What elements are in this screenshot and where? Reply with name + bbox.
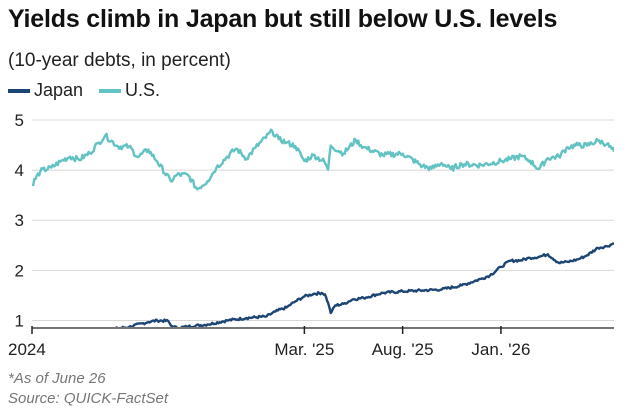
y-tick-label-3: 3 bbox=[15, 211, 24, 230]
y-tick-label-4: 4 bbox=[15, 161, 24, 180]
x-tick-label-1: Mar. '25 bbox=[274, 340, 334, 359]
x-tick-label-0: 2024 bbox=[8, 340, 46, 359]
x-tick-label-2: Aug. '25 bbox=[372, 340, 434, 359]
chart-title: Yields climb in Japan but still below U.… bbox=[8, 5, 558, 33]
legend-item-japan: Japan bbox=[8, 80, 83, 101]
y-tick-label-2: 2 bbox=[15, 261, 24, 280]
footnote: *As of June 26 bbox=[8, 370, 106, 387]
y-tick-label-1: 1 bbox=[15, 311, 24, 330]
y-tick-label-5: 5 bbox=[15, 111, 24, 130]
chart-subtitle: (10-year debts, in percent) bbox=[8, 50, 231, 71]
legend-swatch-japan bbox=[8, 88, 30, 93]
japan-series-line bbox=[115, 242, 614, 327]
line-chart: 1 2 3 4 5 2024 Mar. '25 Aug. '25 Jan. '26 bbox=[8, 111, 614, 359]
legend-label-japan: Japan bbox=[34, 80, 84, 100]
legend: Japan U.S. bbox=[8, 80, 160, 101]
legend-label-us: U.S. bbox=[125, 80, 161, 100]
us-series-line bbox=[32, 128, 614, 191]
x-tick-label-3: Jan. '26 bbox=[471, 340, 530, 359]
legend-swatch-us bbox=[99, 88, 122, 93]
source-note: Source: QUICK-FactSet bbox=[8, 390, 169, 407]
legend-item-us: U.S. bbox=[99, 80, 160, 101]
